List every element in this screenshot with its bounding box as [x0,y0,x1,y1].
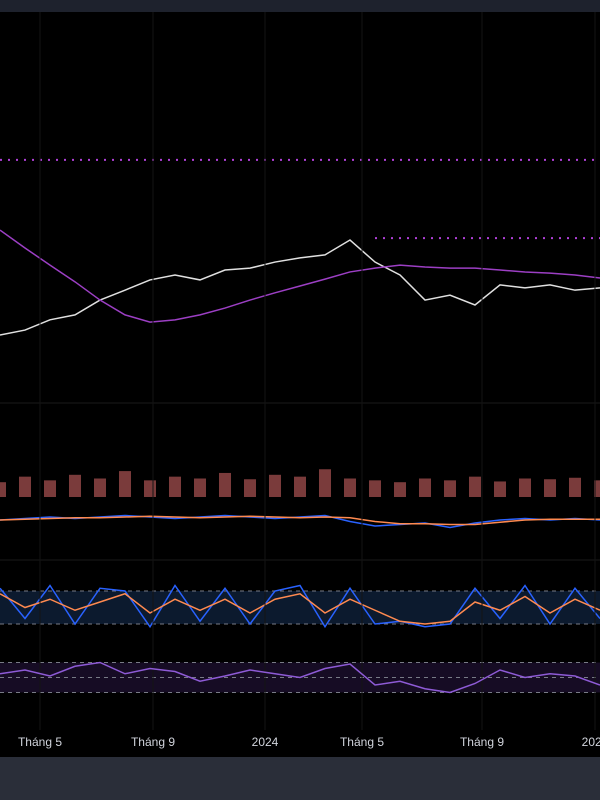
volume-bar [569,477,581,497]
volume-bar [94,478,106,497]
volume-bar [394,482,406,497]
volume-bar [519,478,531,497]
x-tick-label: Tháng 5 [18,735,62,749]
volume-bar [69,474,81,497]
volume-bar [319,469,331,497]
x-tick-label: Tháng 9 [131,735,175,749]
volume-bar [469,476,481,497]
volume-bar [194,478,206,497]
volume-bar [19,476,31,497]
top-bar [0,0,600,12]
volume-bar [169,476,181,497]
volume-bar [0,482,6,497]
series-line [0,584,600,629]
series-line [0,515,600,526]
volume-bar [344,478,356,497]
volume-bar [119,471,131,497]
volume-bar [219,472,231,497]
volume-bar [244,479,256,497]
bottom-bar [0,757,600,800]
volume-bar [444,480,456,497]
band-fill [0,591,600,624]
chart-area [0,12,600,757]
volume-bar [144,480,156,497]
series-line [0,661,600,694]
volume-bar [494,481,506,497]
volume-bar [419,478,431,497]
volume-bar [269,474,281,497]
x-tick-label: Tháng 5 [340,735,384,749]
volume-bar [594,480,600,497]
volume-bar [369,480,381,497]
x-tick-label: 2025 [582,735,600,749]
volume-bar [44,480,56,497]
x-tick-label: Tháng 9 [460,735,504,749]
series-line [0,592,600,625]
x-tick-label: 2024 [252,735,279,749]
volume-bar [544,479,556,497]
series-line [0,229,600,323]
volume-bar [294,476,306,497]
